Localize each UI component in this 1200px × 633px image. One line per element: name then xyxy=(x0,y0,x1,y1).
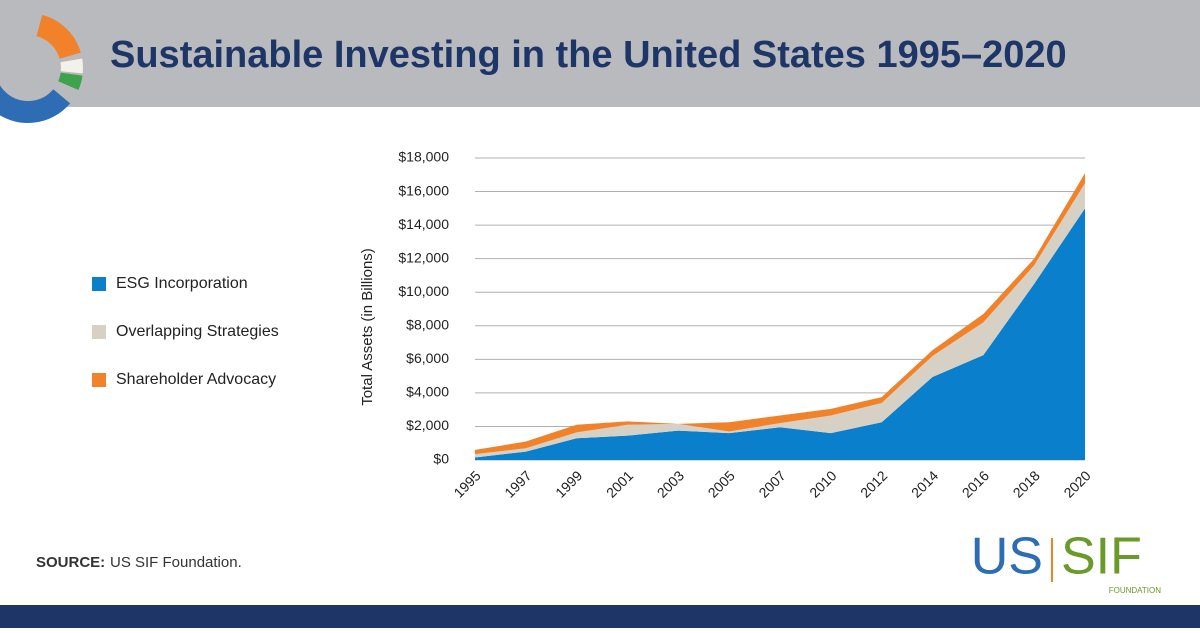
header-logo xyxy=(0,13,83,123)
x-tick-label: 2001 xyxy=(603,467,636,500)
x-tick-label: 2005 xyxy=(705,467,738,500)
legend-swatch xyxy=(92,373,106,387)
plot: $0 $2,000 $4,000 $6,000 $8,000 $10,000 $12,000… xyxy=(398,149,1093,501)
x-tick-label: 2007 xyxy=(755,467,788,500)
y-tick-label: $14,000 xyxy=(398,216,449,232)
legend: ESG Incorporation Overlapping Strategies S… xyxy=(92,275,279,388)
legend-label: ESG Incorporation xyxy=(116,275,248,292)
y-tick-label: $6,000 xyxy=(406,350,449,366)
legend-label: Shareholder Advocacy xyxy=(116,371,276,388)
y-tick-label: $0 xyxy=(433,451,449,467)
footer-band xyxy=(0,605,1200,628)
y-tick-label: $12,000 xyxy=(398,249,449,265)
y-tick-label: $10,000 xyxy=(398,283,449,299)
x-tick-label: 2016 xyxy=(959,467,992,500)
x-tick-label: 1997 xyxy=(501,467,534,500)
x-tick-label: 2003 xyxy=(654,467,687,500)
y-tick-label: $4,000 xyxy=(406,384,449,400)
area xyxy=(475,208,1085,460)
chart-title: Sustainable Investing in the United Stat… xyxy=(110,34,1067,76)
legend-label: Overlapping Strategies xyxy=(116,323,279,340)
source-text: US SIF Foundation. xyxy=(110,554,242,571)
y-tick-label: $16,000 xyxy=(398,182,449,198)
x-tick-label: 1995 xyxy=(450,467,483,500)
y-axis-label: Total Assets (in Billions) xyxy=(359,248,376,406)
x-tick-label: 2010 xyxy=(806,467,839,500)
header-band xyxy=(0,0,1200,107)
logo-sub: FOUNDATION xyxy=(1109,586,1162,595)
x-tick-label: 1999 xyxy=(552,467,585,500)
y-tick-label: $2,000 xyxy=(406,417,449,433)
x-tick-label: 2020 xyxy=(1060,467,1093,500)
logo-sif: SIF xyxy=(1061,528,1142,586)
y-tick-label: $18,000 xyxy=(398,149,449,165)
y-tick-label: $8,000 xyxy=(406,316,449,332)
x-tick-label: 2014 xyxy=(908,467,941,500)
x-tick-label: 2018 xyxy=(1010,467,1043,500)
legend-swatch xyxy=(92,325,106,339)
x-tick-label: 2012 xyxy=(857,467,890,500)
legend-swatch xyxy=(92,277,106,291)
logo-us: US xyxy=(971,528,1043,586)
source-label: SOURCE: xyxy=(36,554,105,571)
